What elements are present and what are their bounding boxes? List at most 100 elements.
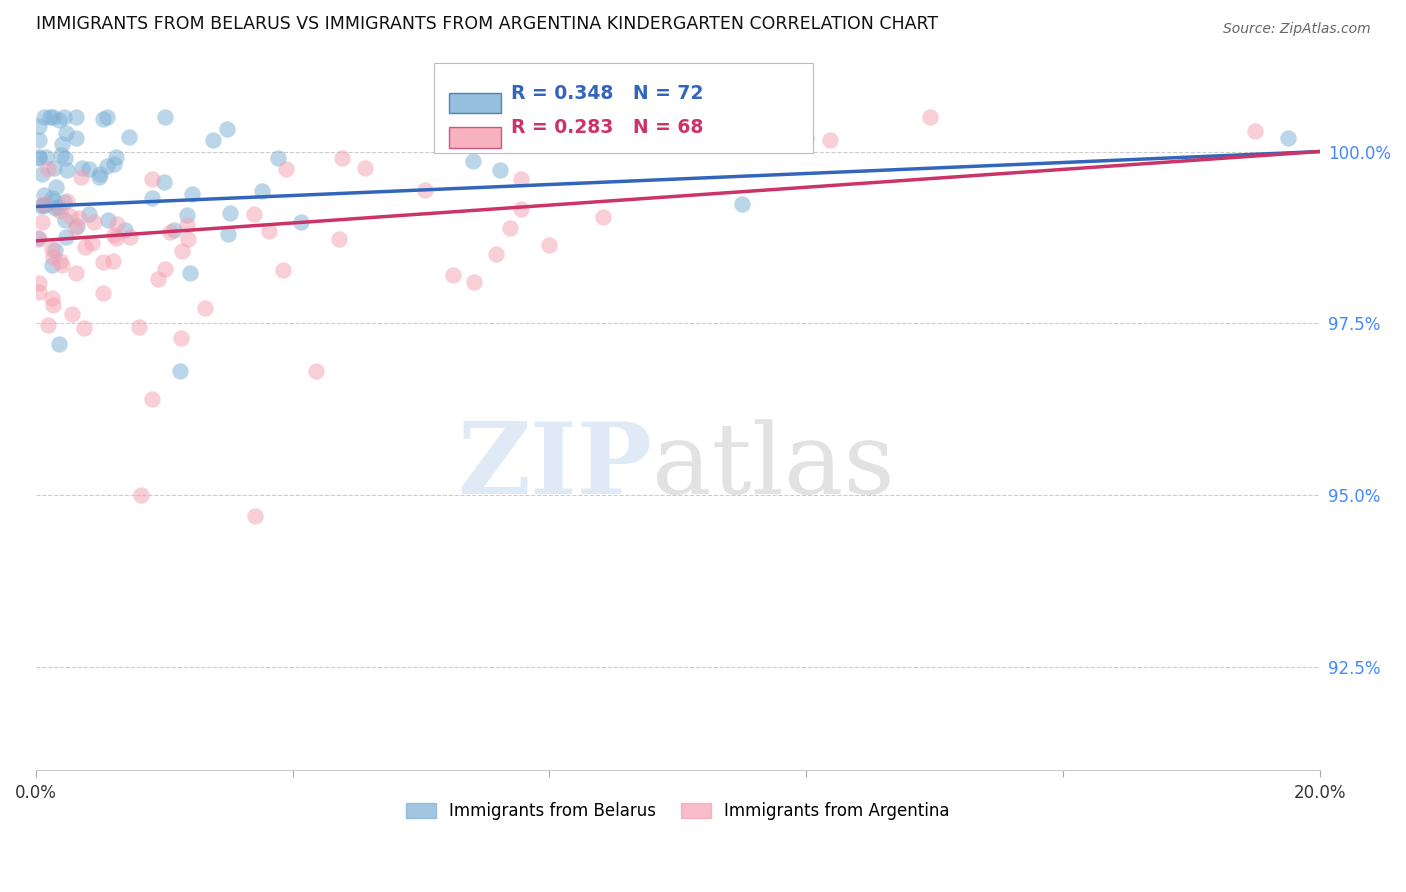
Immigrants from Belarus: [48, 113, 70, 128]
Immigrants from Belarus: [96, 110, 118, 124]
Immigrants from Belarus: [30, 199, 52, 213]
Immigrants from Belarus: [55, 126, 77, 140]
Immigrants from Belarus: [41, 191, 63, 205]
Immigrants from Belarus: [153, 175, 176, 189]
Immigrants from Belarus: [141, 191, 163, 205]
Immigrants from Belarus: [731, 197, 754, 211]
Text: R = 0.283   N = 68: R = 0.283 N = 68: [510, 119, 703, 137]
Immigrants from Belarus: [218, 206, 240, 220]
Immigrants from Belarus: [87, 169, 110, 184]
Immigrants from Argentina: [73, 320, 96, 334]
Immigrants from Argentina: [332, 151, 354, 165]
Immigrants from Argentina: [820, 133, 842, 147]
Immigrants from Argentina: [328, 231, 350, 245]
Immigrants from Argentina: [146, 272, 169, 286]
Immigrants from Argentina: [274, 162, 297, 177]
Immigrants from Belarus: [35, 150, 58, 164]
Immigrants from Belarus: [217, 122, 239, 136]
Immigrants from Belarus: [176, 208, 198, 222]
Immigrants from Belarus: [51, 136, 73, 151]
Immigrants from Belarus: [202, 133, 225, 147]
Immigrants from Belarus: [46, 200, 69, 214]
FancyBboxPatch shape: [450, 128, 501, 148]
Text: IMMIGRANTS FROM BELARUS VS IMMIGRANTS FROM ARGENTINA KINDERGARTEN CORRELATION CH: IMMIGRANTS FROM BELARUS VS IMMIGRANTS FR…: [37, 15, 938, 33]
Immigrants from Belarus: [118, 129, 141, 144]
Immigrants from Argentina: [271, 262, 294, 277]
Immigrants from Argentina: [484, 247, 506, 261]
Immigrants from Argentina: [41, 242, 63, 256]
Text: Source: ZipAtlas.com: Source: ZipAtlas.com: [1223, 22, 1371, 37]
Immigrants from Belarus: [218, 227, 240, 242]
Immigrants from Belarus: [97, 213, 120, 227]
Text: R = 0.348   N = 72: R = 0.348 N = 72: [510, 85, 703, 103]
Immigrants from Argentina: [105, 230, 128, 244]
Immigrants from Belarus: [89, 167, 111, 181]
Immigrants from Argentina: [499, 221, 522, 235]
Immigrants from Argentina: [91, 255, 114, 269]
Immigrants from Argentina: [75, 240, 97, 254]
Immigrants from Belarus: [34, 198, 56, 212]
Immigrants from Belarus: [652, 137, 675, 152]
Immigrants from Belarus: [267, 151, 290, 165]
Immigrants from Belarus: [1277, 130, 1299, 145]
Immigrants from Belarus: [28, 119, 51, 133]
Immigrants from Belarus: [39, 110, 62, 124]
Immigrants from Belarus: [181, 187, 204, 202]
Immigrants from Argentina: [80, 235, 103, 250]
Immigrants from Argentina: [65, 266, 87, 280]
Immigrants from Belarus: [91, 112, 114, 126]
Immigrants from Argentina: [37, 162, 59, 177]
Immigrants from Argentina: [103, 253, 125, 268]
Immigrants from Argentina: [70, 169, 93, 184]
Immigrants from Belarus: [794, 130, 817, 145]
Immigrants from Argentina: [103, 227, 125, 242]
Immigrants from Argentina: [129, 488, 152, 502]
Immigrants from Belarus: [48, 337, 70, 351]
Immigrants from Argentina: [83, 215, 105, 229]
Immigrants from Belarus: [32, 110, 55, 124]
Immigrants from Belarus: [103, 157, 125, 171]
Immigrants from Belarus: [70, 161, 93, 175]
Immigrants from Belarus: [179, 266, 201, 280]
Legend: Immigrants from Belarus, Immigrants from Argentina: Immigrants from Belarus, Immigrants from…: [399, 796, 956, 827]
Immigrants from Belarus: [42, 161, 65, 176]
Immigrants from Argentina: [538, 237, 561, 252]
Immigrants from Belarus: [49, 148, 72, 162]
Immigrants from Argentina: [28, 232, 51, 246]
Immigrants from Argentina: [41, 291, 63, 305]
Immigrants from Argentina: [51, 259, 73, 273]
Immigrants from Belarus: [53, 110, 76, 124]
Immigrants from Belarus: [32, 198, 55, 212]
Immigrants from Argentina: [59, 209, 82, 223]
Immigrants from Belarus: [169, 364, 191, 378]
Immigrants from Belarus: [34, 188, 56, 202]
Immigrants from Belarus: [28, 150, 51, 164]
Immigrants from Argentina: [159, 225, 181, 239]
Immigrants from Belarus: [53, 151, 76, 165]
Immigrants from Belarus: [53, 213, 76, 227]
Immigrants from Argentina: [441, 268, 464, 282]
Immigrants from Belarus: [53, 194, 76, 209]
Immigrants from Belarus: [31, 167, 53, 181]
Text: ZIP: ZIP: [457, 418, 652, 516]
Immigrants from Argentina: [509, 202, 531, 216]
Immigrants from Argentina: [153, 262, 176, 277]
Immigrants from Argentina: [32, 197, 55, 211]
FancyBboxPatch shape: [434, 62, 813, 153]
Immigrants from Belarus: [153, 110, 176, 124]
Immigrants from Argentina: [28, 277, 51, 291]
Immigrants from Argentina: [49, 203, 72, 218]
Immigrants from Belarus: [42, 110, 65, 124]
Immigrants from Belarus: [28, 133, 51, 147]
Immigrants from Argentina: [67, 211, 90, 225]
Immigrants from Argentina: [91, 286, 114, 301]
Immigrants from Argentina: [63, 221, 86, 235]
Immigrants from Argentina: [170, 244, 193, 259]
Immigrants from Argentina: [128, 320, 150, 334]
Immigrants from Argentina: [41, 250, 63, 264]
Immigrants from Argentina: [592, 210, 614, 224]
Immigrants from Argentina: [463, 275, 485, 289]
Immigrants from Belarus: [461, 153, 484, 168]
FancyBboxPatch shape: [450, 93, 501, 113]
Immigrants from Belarus: [96, 159, 118, 173]
